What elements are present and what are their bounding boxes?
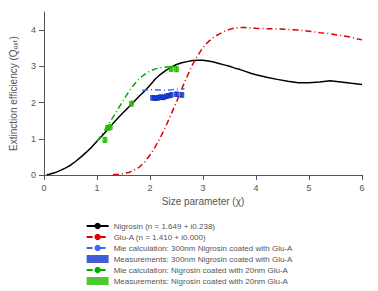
svg-text:Size parameter (χ): Size parameter (χ) [162,196,245,207]
svg-text:2: 2 [147,183,152,193]
svg-text:0: 0 [41,183,46,193]
svg-text:Measurements: 300nm Nigrosin c: Measurements: 300nm Nigrosin coated with… [114,255,293,264]
svg-text:1: 1 [31,134,36,144]
svg-text:Nigrosin (n = 1.649 + i0.238): Nigrosin (n = 1.649 + i0.238) [114,222,216,231]
svg-text:Extinction efficiency (Qₑₓₜ): Extinction efficiency (Qₑₓₜ) [8,36,19,151]
svg-text:6: 6 [359,183,364,193]
svg-text:Mie calculation: Nigrosin coat: Mie calculation: Nigrosin coated with 20… [114,266,289,275]
svg-text:3: 3 [200,183,205,193]
svg-text:Glu-A (n = 1.410 + i0.000): Glu-A (n = 1.410 + i0.000) [114,233,206,242]
svg-text:4: 4 [31,25,36,35]
svg-text:4: 4 [253,183,258,193]
svg-text:5: 5 [306,183,311,193]
svg-text:Measurements: Nigrosin coated: Measurements: Nigrosin coated with 20nm … [114,277,289,286]
svg-text:2: 2 [31,98,36,108]
svg-text:1: 1 [94,183,99,193]
svg-text:3: 3 [31,61,36,71]
svg-text:Mie calculation: 300nm Nigrosi: Mie calculation: 300nm Nigrosin coated w… [114,244,293,253]
svg-text:0: 0 [31,170,36,180]
